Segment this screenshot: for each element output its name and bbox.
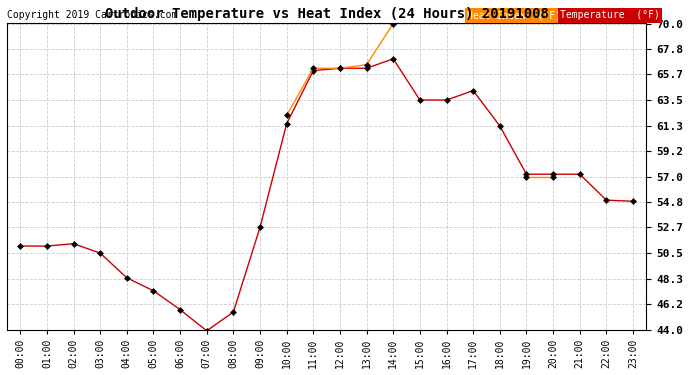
Text: Temperature  (°F): Temperature (°F) [560, 10, 660, 21]
Text: Heat Index  (°F): Heat Index (°F) [467, 10, 561, 21]
Title: Outdoor Temperature vs Heat Index (24 Hours) 20191008: Outdoor Temperature vs Heat Index (24 Ho… [105, 7, 549, 21]
Text: Copyright 2019 Cartronics.com: Copyright 2019 Cartronics.com [7, 10, 177, 21]
